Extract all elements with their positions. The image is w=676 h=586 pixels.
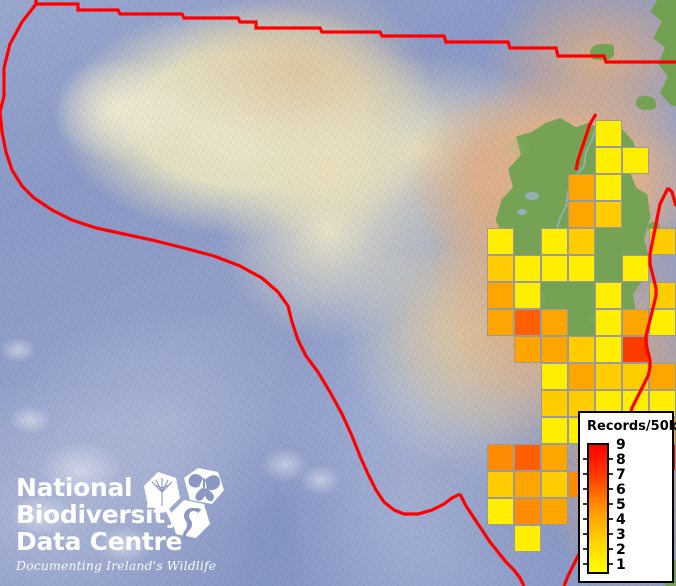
grid-cell[interactable] xyxy=(514,525,541,552)
grid-cell[interactable] xyxy=(514,255,541,282)
grid-cell[interactable] xyxy=(568,201,595,228)
grid-cell[interactable] xyxy=(541,255,568,282)
grid-cell[interactable] xyxy=(541,363,568,390)
legend-label-5: 5 xyxy=(616,497,626,513)
legend-label-6: 6 xyxy=(616,482,626,498)
legend-label-9: 9 xyxy=(616,437,626,453)
grid-cell[interactable] xyxy=(487,309,514,336)
grid-cell[interactable] xyxy=(514,444,541,471)
grid-cell[interactable] xyxy=(487,255,514,282)
legend-color-ramp xyxy=(587,443,609,574)
legend-label-8: 8 xyxy=(616,452,626,468)
grid-cell[interactable] xyxy=(541,336,568,363)
grid-cell[interactable] xyxy=(514,309,541,336)
grid-cell[interactable] xyxy=(595,282,622,309)
grid-cell[interactable] xyxy=(487,498,514,525)
legend-label-2: 2 xyxy=(616,542,626,558)
legend-label-1: 1 xyxy=(616,557,626,573)
tree-icon xyxy=(144,472,180,512)
legend-label-4: 4 xyxy=(616,512,626,528)
grid-cell[interactable] xyxy=(622,255,649,282)
grid-cell[interactable] xyxy=(568,228,595,255)
legend-tick-marks xyxy=(583,458,613,565)
grid-cell[interactable] xyxy=(595,336,622,363)
logo-tagline: Documenting Ireland's Wildlife xyxy=(16,558,217,573)
grid-cell[interactable] xyxy=(487,282,514,309)
grid-cell[interactable] xyxy=(514,282,541,309)
grid-cell[interactable] xyxy=(649,363,676,390)
grid-cell[interactable] xyxy=(595,309,622,336)
grid-cell[interactable] xyxy=(568,363,595,390)
grid-cell[interactable] xyxy=(541,471,568,498)
grid-cell[interactable] xyxy=(514,336,541,363)
grid-cell[interactable] xyxy=(487,471,514,498)
logo-wordmark: National Biodiversity Data Centre Docume… xyxy=(16,473,217,573)
grid-cell[interactable] xyxy=(514,498,541,525)
grid-cell[interactable] xyxy=(568,336,595,363)
grid-cell[interactable] xyxy=(595,147,622,174)
grid-cell[interactable] xyxy=(595,120,622,147)
butterfly-icon xyxy=(184,468,224,504)
grid-cell[interactable] xyxy=(541,309,568,336)
grid-cell[interactable] xyxy=(487,228,514,255)
landmass-island-northeast xyxy=(636,96,656,110)
grid-cell[interactable] xyxy=(487,444,514,471)
grid-cell[interactable] xyxy=(541,228,568,255)
grid-cell[interactable] xyxy=(541,390,568,417)
grid-cell[interactable] xyxy=(568,255,595,282)
grid-cell[interactable] xyxy=(595,201,622,228)
grid-cell[interactable] xyxy=(595,174,622,201)
seahorse-icon xyxy=(170,500,210,541)
legend-label-7: 7 xyxy=(616,467,626,483)
logo-line-3: Data Centre xyxy=(16,527,183,556)
grid-cell[interactable] xyxy=(541,444,568,471)
logo-hexagon-marks xyxy=(144,468,224,541)
legend-label-3: 3 xyxy=(616,527,626,543)
grid-cell[interactable] xyxy=(514,471,541,498)
logo-line-1: National xyxy=(16,473,133,502)
grid-cell[interactable] xyxy=(595,363,622,390)
grid-cell[interactable] xyxy=(568,174,595,201)
grid-cell[interactable] xyxy=(541,417,568,444)
grid-cell[interactable] xyxy=(541,498,568,525)
legend-title: Records/50km xyxy=(587,419,676,434)
nbdc-logo: National Biodiversity Data Centre Docume… xyxy=(8,468,228,580)
grid-cell[interactable] xyxy=(622,147,649,174)
